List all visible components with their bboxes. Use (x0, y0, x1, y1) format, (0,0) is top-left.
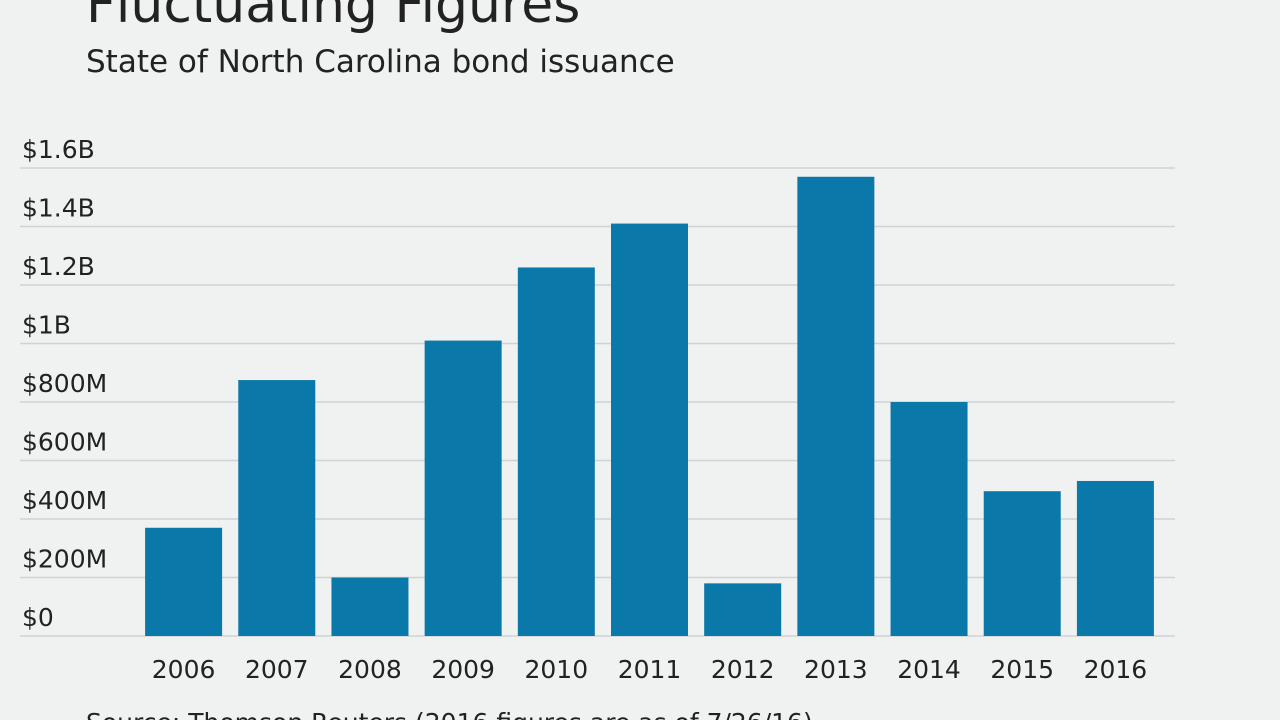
bar (238, 380, 316, 636)
y-tick-label: $1.4B (22, 194, 95, 223)
x-tick-label: 2009 (431, 655, 495, 684)
y-tick-label: $1B (22, 311, 71, 340)
bar (145, 527, 223, 636)
bar (890, 402, 968, 636)
source-note: Source: Thomson Reuters (2016 figures ar… (86, 708, 813, 720)
x-tick-label: 2011 (618, 655, 682, 684)
bar (983, 491, 1061, 636)
x-tick-label: 2014 (897, 655, 961, 684)
bar (704, 583, 782, 636)
y-tick-label: $600M (22, 428, 107, 457)
x-tick-label: 2013 (804, 655, 868, 684)
bar (331, 577, 409, 636)
chart-title: Fluctuating Figures (86, 0, 580, 35)
y-tick-label: $800M (22, 369, 107, 398)
x-tick-label: 2010 (525, 655, 589, 684)
bar (1076, 480, 1154, 636)
bar (611, 223, 688, 636)
bar (424, 340, 502, 636)
x-tick-label: 2012 (711, 655, 775, 684)
y-tick-label: $200M (22, 545, 107, 574)
x-tick-label: 2007 (245, 655, 309, 684)
x-tick-label: 2015 (990, 655, 1054, 684)
bar (517, 267, 595, 636)
chart-subtitle: State of North Carolina bond issuance (86, 44, 675, 80)
bar (797, 176, 875, 636)
x-tick-label: 2006 (152, 655, 216, 684)
x-tick-label: 2016 (1084, 655, 1148, 684)
y-tick-label: $400M (22, 486, 107, 515)
y-tick-label: $0 (22, 603, 54, 632)
y-tick-label: $1.6B (22, 135, 95, 164)
y-tick-label: $1.2B (22, 252, 95, 281)
x-tick-label: 2008 (338, 655, 402, 684)
